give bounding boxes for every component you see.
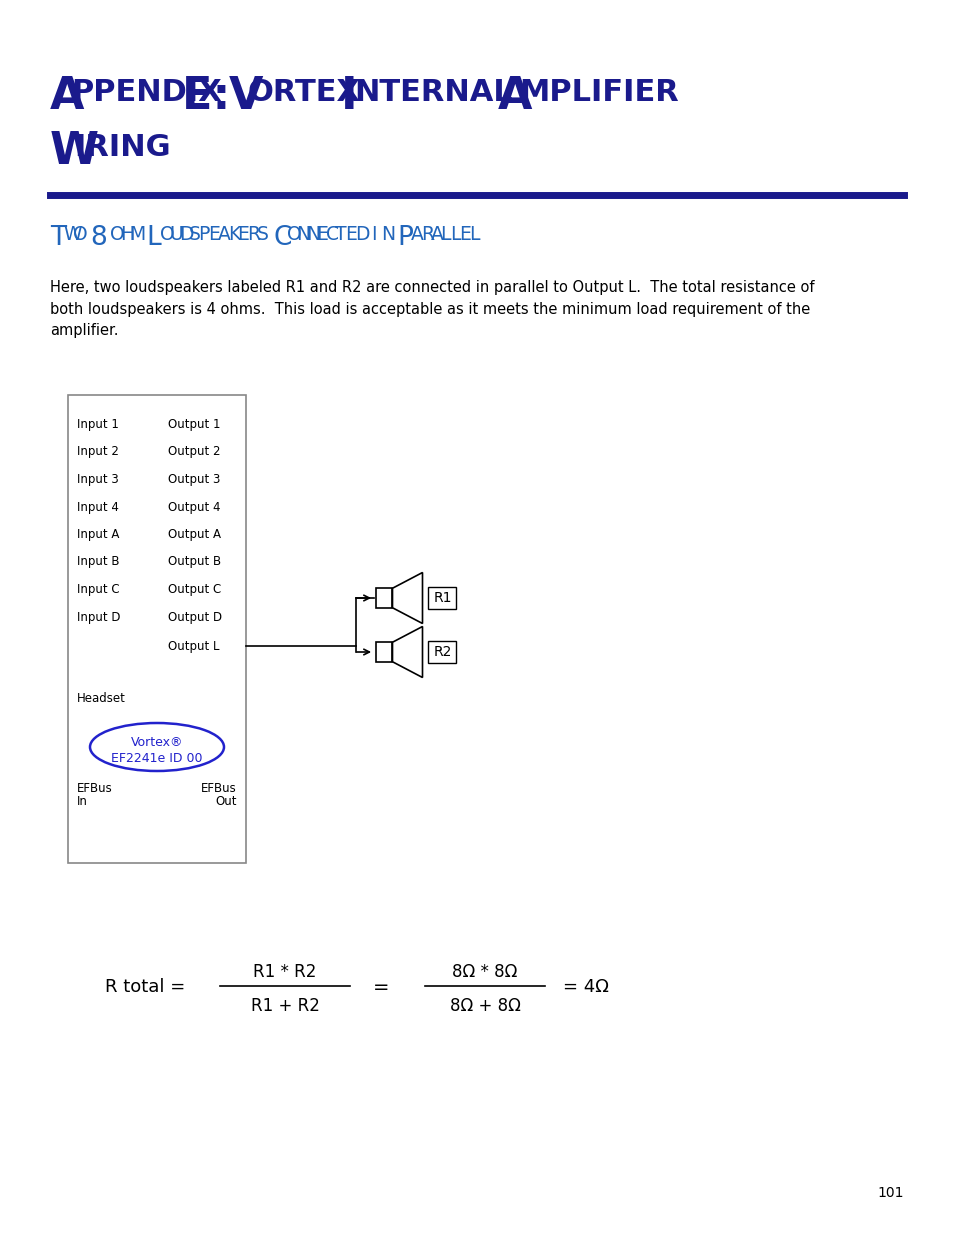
Text: W: W — [50, 130, 99, 173]
Text: R2: R2 — [433, 645, 451, 659]
Text: Vortex®: Vortex® — [131, 736, 183, 748]
Text: A: A — [497, 75, 532, 119]
Text: MPLIFIER: MPLIFIER — [518, 78, 678, 107]
Text: I: I — [371, 225, 376, 245]
Text: O: O — [159, 225, 174, 245]
Text: L: L — [439, 225, 450, 245]
Text: 8Ω + 8Ω: 8Ω + 8Ω — [449, 997, 520, 1015]
Text: Output D: Output D — [168, 610, 222, 624]
Text: H: H — [120, 225, 133, 245]
Text: V: V — [229, 75, 263, 119]
Text: In: In — [77, 795, 88, 808]
Text: 101: 101 — [877, 1186, 903, 1200]
Text: E: E — [459, 225, 471, 245]
Text: A: A — [411, 225, 423, 245]
Text: Output 1: Output 1 — [168, 417, 220, 431]
Text: NTERNAL: NTERNAL — [354, 78, 512, 107]
Text: S: S — [256, 225, 269, 245]
Text: O: O — [73, 225, 88, 245]
Text: O: O — [110, 225, 125, 245]
Text: U: U — [169, 225, 183, 245]
Text: R1: R1 — [433, 592, 452, 605]
Text: R total =: R total = — [105, 978, 185, 995]
Text: D: D — [355, 225, 369, 245]
Text: R1 + R2: R1 + R2 — [251, 997, 319, 1015]
Text: Input 4: Input 4 — [77, 500, 119, 514]
Polygon shape — [392, 626, 422, 678]
Text: Output 2: Output 2 — [168, 446, 220, 458]
Text: Output C: Output C — [168, 583, 221, 597]
Text: Output B: Output B — [168, 556, 221, 568]
Text: EF2241e ID 00: EF2241e ID 00 — [112, 752, 203, 764]
Text: L: L — [146, 225, 160, 251]
Text: Input 1: Input 1 — [77, 417, 119, 431]
Text: I: I — [340, 75, 357, 119]
Text: E: E — [315, 225, 328, 245]
Text: PPENDIX: PPENDIX — [71, 78, 221, 107]
Text: W: W — [64, 225, 82, 245]
Text: N: N — [306, 225, 320, 245]
Text: 8Ω * 8Ω: 8Ω * 8Ω — [452, 963, 517, 981]
Text: Output L: Output L — [168, 640, 219, 653]
Text: Input 2: Input 2 — [77, 446, 119, 458]
Text: A: A — [50, 75, 85, 119]
Text: L: L — [469, 225, 479, 245]
Polygon shape — [392, 573, 422, 624]
Text: R: R — [420, 225, 434, 245]
Text: P: P — [396, 225, 413, 251]
Text: Out: Out — [215, 795, 236, 808]
Text: S: S — [189, 225, 200, 245]
Text: E: E — [208, 225, 220, 245]
Text: Headset: Headset — [77, 692, 126, 705]
Text: Input B: Input B — [77, 556, 119, 568]
Text: Input C: Input C — [77, 583, 119, 597]
Text: A: A — [217, 225, 231, 245]
Text: R1 * R2: R1 * R2 — [253, 963, 316, 981]
Text: E:: E: — [182, 75, 261, 119]
Text: Output 3: Output 3 — [168, 473, 220, 487]
Text: A: A — [430, 225, 443, 245]
Text: 8: 8 — [90, 225, 107, 251]
Text: T: T — [50, 225, 66, 251]
Text: E: E — [237, 225, 249, 245]
Text: N: N — [296, 225, 311, 245]
Bar — [68, 395, 246, 863]
Text: L: L — [450, 225, 460, 245]
Bar — [375, 642, 392, 662]
Text: K: K — [228, 225, 239, 245]
Text: R: R — [247, 225, 260, 245]
Text: Input A: Input A — [77, 529, 119, 541]
Text: EFBus: EFBus — [77, 782, 112, 795]
Text: P: P — [198, 225, 210, 245]
Text: IRING: IRING — [74, 133, 171, 162]
Text: M: M — [130, 225, 146, 245]
Text: Input D: Input D — [77, 610, 120, 624]
Text: Input 3: Input 3 — [77, 473, 118, 487]
Text: O: O — [287, 225, 301, 245]
Text: ORTEX: ORTEX — [248, 78, 360, 107]
Text: N: N — [380, 225, 395, 245]
Bar — [375, 588, 392, 608]
Text: T: T — [335, 225, 347, 245]
Text: D: D — [179, 225, 193, 245]
Text: = 4Ω: = 4Ω — [562, 978, 608, 995]
Text: EFBus: EFBus — [201, 782, 236, 795]
Text: C: C — [325, 225, 338, 245]
Text: Here, two loudspeakers labeled R1 and R2 are connected in parallel to Output L. : Here, two loudspeakers labeled R1 and R2… — [50, 280, 814, 338]
Bar — [428, 641, 456, 663]
Text: =: = — [373, 977, 389, 997]
Bar — [428, 587, 456, 609]
Ellipse shape — [90, 722, 224, 771]
Text: C: C — [273, 225, 292, 251]
Text: E: E — [345, 225, 356, 245]
Text: Output A: Output A — [168, 529, 221, 541]
Text: Output 4: Output 4 — [168, 500, 220, 514]
